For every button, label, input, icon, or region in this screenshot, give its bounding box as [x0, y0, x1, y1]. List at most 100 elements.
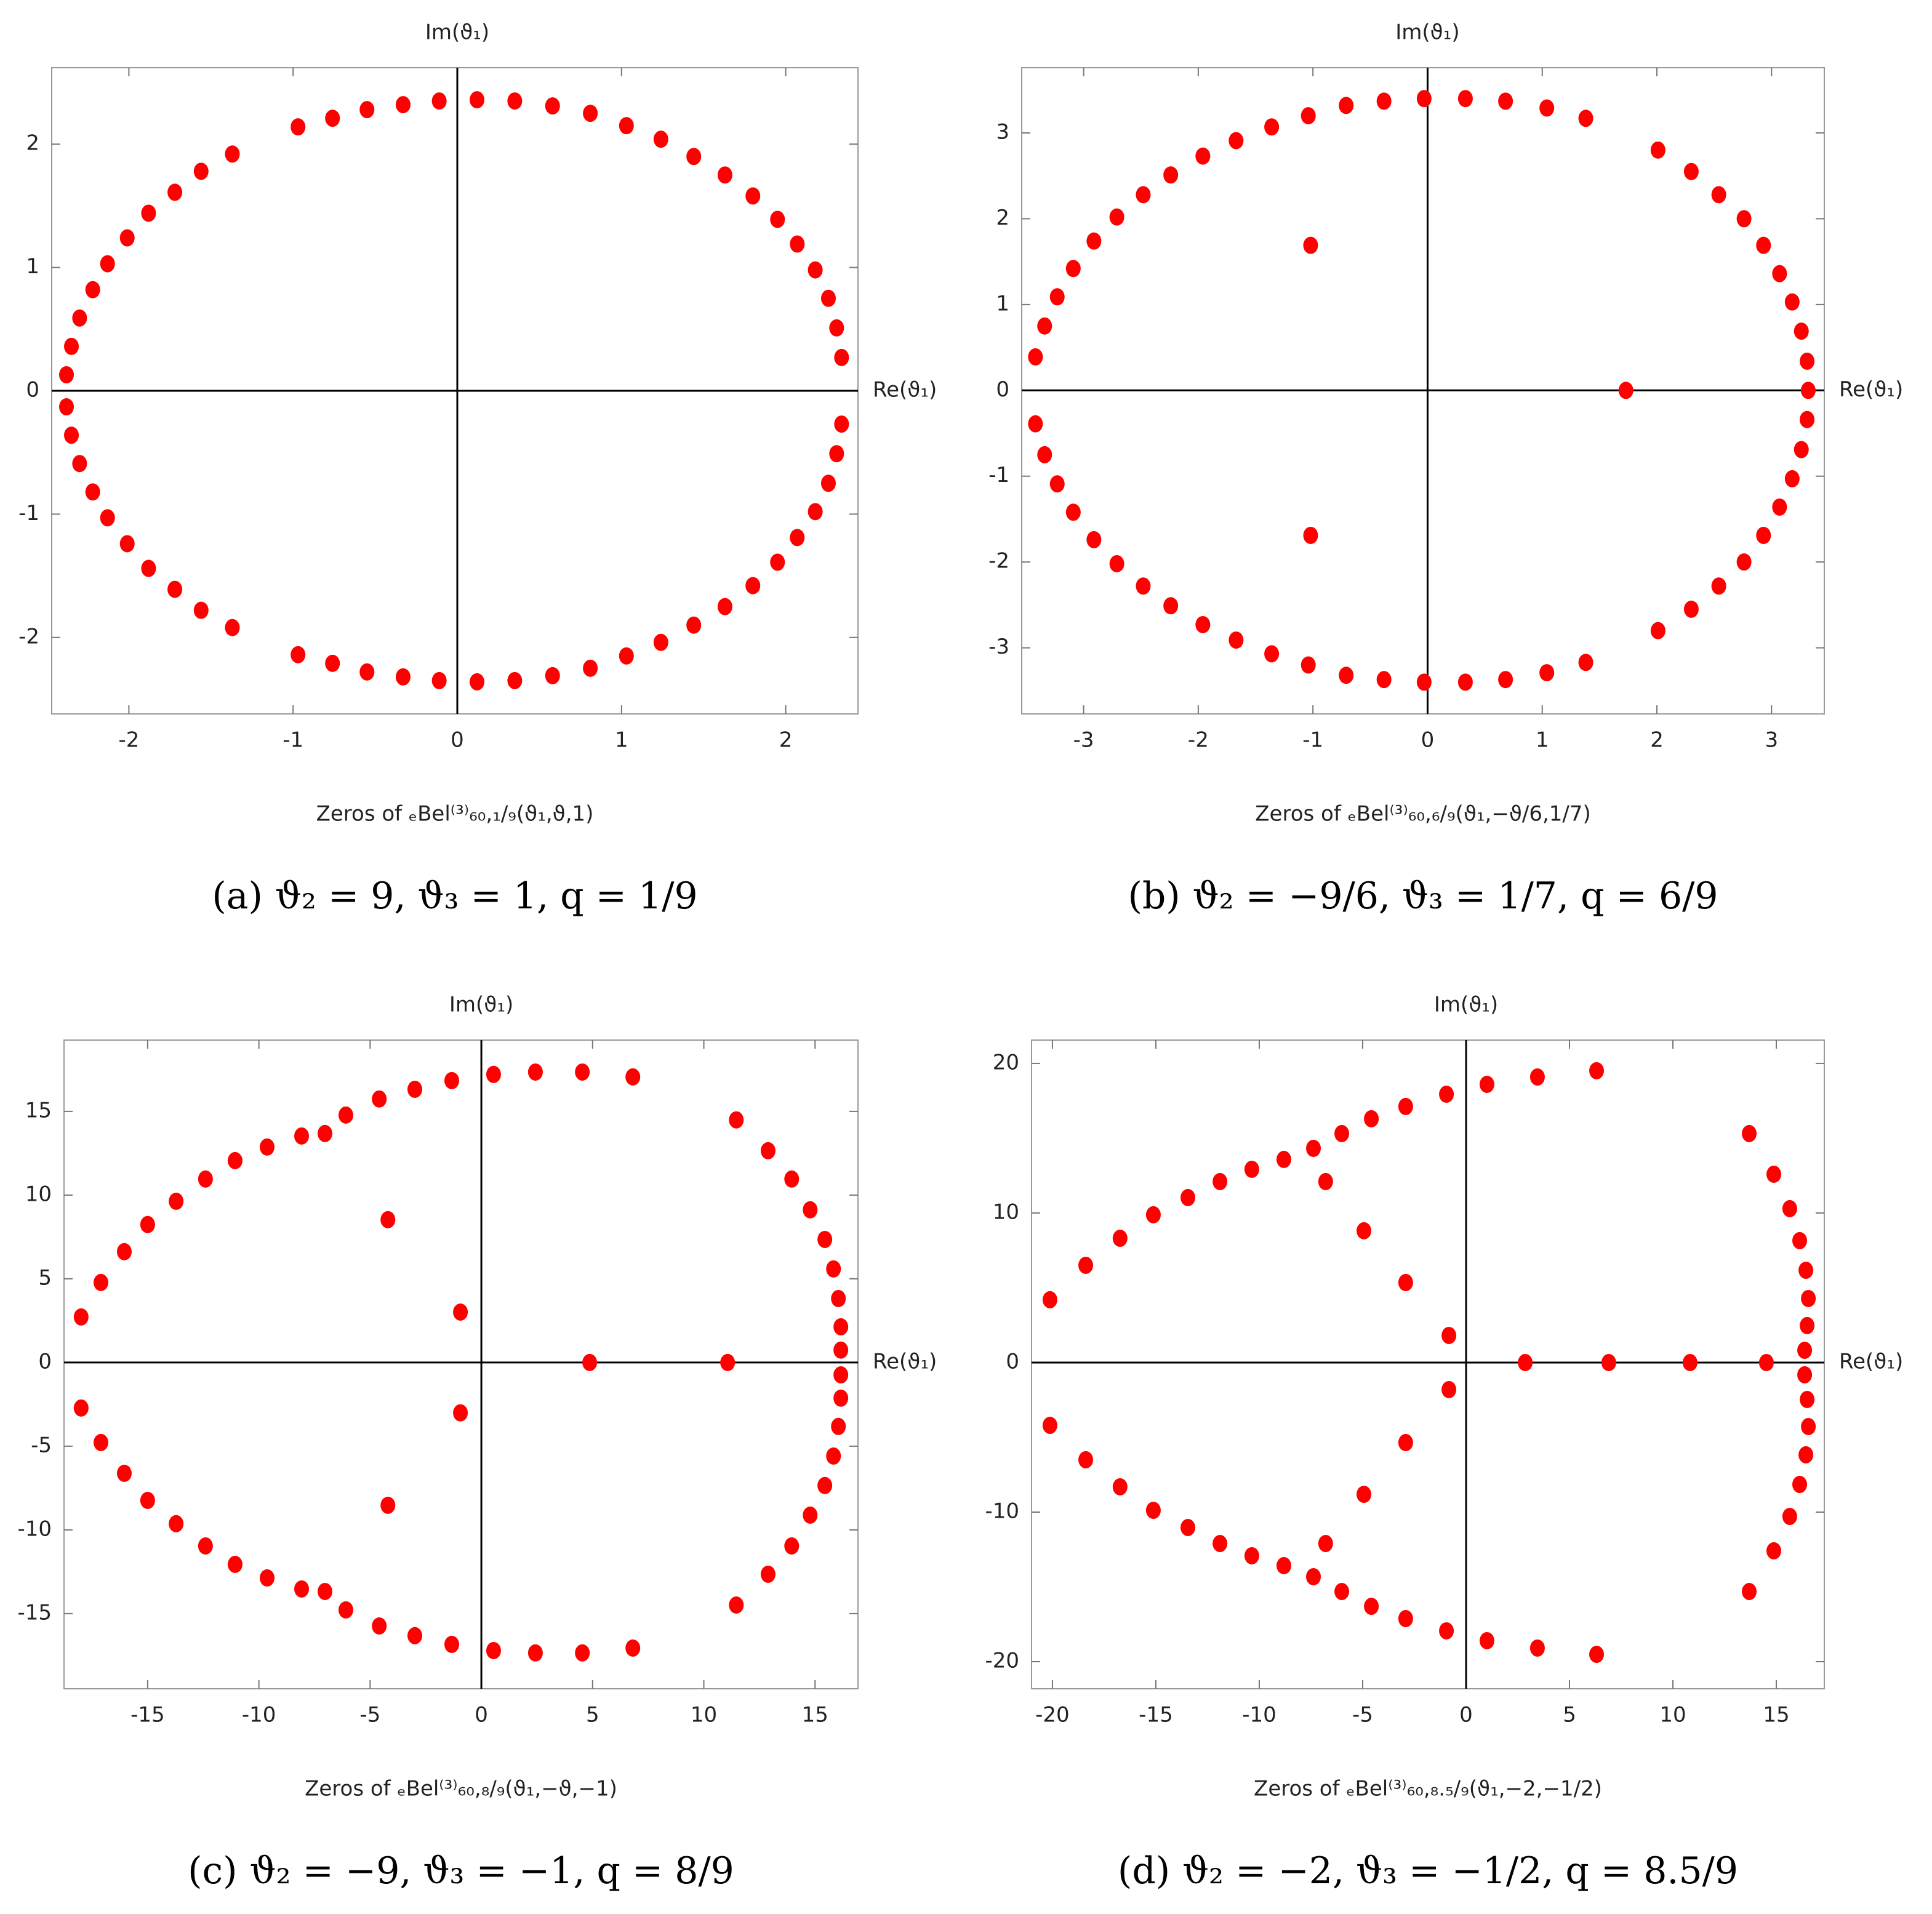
zero-point — [1112, 1230, 1128, 1247]
zero-point — [470, 91, 485, 109]
zero-point — [167, 580, 183, 598]
zero-point — [1766, 1165, 1782, 1183]
zero-point — [1145, 1206, 1161, 1223]
y-tick-label: -3 — [988, 635, 1009, 659]
zero-point — [1042, 1417, 1057, 1435]
zero-point — [1356, 1486, 1371, 1504]
zero-point — [1109, 555, 1124, 572]
x-tick-label: 10 — [691, 1703, 717, 1728]
zero-point — [141, 559, 156, 577]
zero-point — [94, 1433, 108, 1451]
zero-point — [582, 1353, 598, 1371]
zero-point — [1539, 664, 1555, 682]
zero-point — [831, 1417, 846, 1435]
x-tick-label: 3 — [1765, 728, 1778, 753]
zero-point — [1195, 615, 1211, 633]
zero-point — [453, 1404, 468, 1422]
x-tick-label: -15 — [130, 1703, 165, 1728]
zero-point — [1136, 186, 1151, 204]
zero-point — [527, 1644, 543, 1662]
zero-point — [1213, 1535, 1228, 1553]
zero-point — [193, 162, 209, 180]
zero-point — [119, 535, 135, 553]
zero-point — [225, 619, 240, 636]
zero-point — [833, 1389, 849, 1407]
x-tick-label: -5 — [359, 1703, 380, 1728]
zero-point — [1800, 1390, 1815, 1408]
zero-point — [826, 1260, 841, 1278]
zero-point — [100, 509, 115, 527]
zero-point — [59, 366, 74, 383]
zero-point — [808, 261, 823, 279]
zero-point — [1800, 410, 1815, 428]
zero-point — [338, 1601, 353, 1619]
zero-point — [833, 1341, 849, 1359]
x-tick-label: 10 — [1659, 1703, 1686, 1728]
zero-point — [1229, 631, 1244, 649]
zero-point — [745, 577, 761, 595]
caption: (b) ϑ₂ = −9/6, ϑ₃ = 1/7, q = 6/9 — [1128, 875, 1718, 918]
zero-point — [444, 1071, 459, 1089]
zero-point — [198, 1170, 213, 1188]
zero-point — [1772, 498, 1787, 516]
y-tick-label: -2 — [988, 549, 1009, 574]
zero-point — [760, 1142, 776, 1159]
y-tick-label: 2 — [26, 131, 39, 156]
zero-point — [1479, 1075, 1494, 1093]
x-label: Zeros of ₑBel⁽³⁾₆₀,₈.₅/₉(ϑ₁,−2,−1/2) — [1254, 1777, 1602, 1801]
zero-point — [1711, 577, 1726, 595]
zero-point — [1618, 382, 1633, 399]
zero-point — [1800, 382, 1816, 399]
zero-point — [583, 105, 598, 122]
zero-point — [1112, 1478, 1128, 1496]
zero-point — [1756, 526, 1771, 544]
zero-point — [1711, 186, 1726, 204]
zero-point — [1078, 1451, 1094, 1468]
zero-point — [545, 667, 560, 684]
zero-point — [1792, 1231, 1808, 1249]
zero-point — [444, 1635, 459, 1653]
zero-point — [1065, 260, 1081, 278]
zero-point — [1416, 673, 1432, 691]
zero-point — [808, 503, 823, 521]
zero-point — [831, 1289, 846, 1307]
zero-point — [1398, 1433, 1413, 1451]
zero-point — [1797, 1342, 1813, 1359]
zero-point — [1529, 1068, 1545, 1086]
zero-point — [545, 97, 560, 115]
zero-point — [1439, 1622, 1454, 1640]
zero-point — [317, 1124, 332, 1142]
zero-point — [803, 1201, 818, 1219]
zero-point — [1683, 600, 1699, 618]
x-tick-label: -1 — [1302, 728, 1323, 753]
panel-label: (d) — [1118, 1849, 1170, 1892]
zero-point — [1306, 1568, 1321, 1585]
zero-point — [1145, 1502, 1161, 1520]
x-tick-label: 1 — [1536, 728, 1549, 753]
zero-point — [833, 1366, 849, 1383]
zero-point — [1042, 1291, 1057, 1308]
zero-point — [820, 289, 836, 307]
x-tick-label: -15 — [1139, 1703, 1173, 1728]
x-tick-label: 2 — [779, 728, 793, 753]
zero-point — [760, 1565, 776, 1583]
zero-point — [227, 1151, 243, 1169]
plot-frame — [1031, 1039, 1825, 1689]
zero-point — [73, 1399, 89, 1417]
y-tick-label: -10 — [985, 1499, 1019, 1523]
zero-point — [1650, 622, 1665, 639]
zero-point — [100, 255, 115, 273]
zero-point — [784, 1537, 800, 1555]
caption-text: ϑ₂ = −2, ϑ₃ = −1/2, q = 8.5/9 — [1182, 1849, 1738, 1892]
zero-point — [59, 398, 74, 416]
caption: (c) ϑ₂ = −9, ϑ₃ = −1, q = 8/9 — [188, 1849, 734, 1892]
y-tick-label: -5 — [31, 1433, 52, 1457]
y-axis-label: Im(ϑ₁) — [449, 993, 513, 1017]
x-tick-label: -2 — [118, 728, 139, 753]
zero-point — [193, 601, 209, 619]
zero-point — [1318, 1535, 1333, 1553]
caption-text: ϑ₂ = −9/6, ϑ₃ = 1/7, q = 6/9 — [1193, 875, 1718, 918]
y-tick-label: 1 — [996, 291, 1009, 316]
zero-point — [1529, 1639, 1545, 1657]
x-tick-label: -5 — [1352, 1703, 1373, 1728]
